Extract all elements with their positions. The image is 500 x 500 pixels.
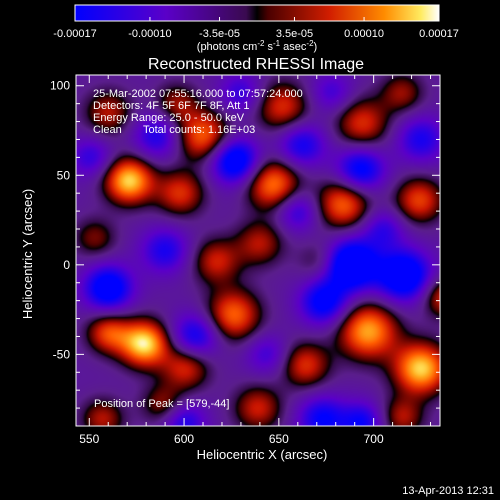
plot-frame xyxy=(75,74,441,427)
axis-ticks: 550 600 650 700 -50 0 50 100 xyxy=(50,75,440,446)
annotation-time: 25-Mar-2002 07:55:16.000 to 07:57:24.000 xyxy=(93,88,303,100)
colorbar-ticks: -0.00017 -0.00010 -3.5e-05 3.5e-05 0.00010 0.… xyxy=(53,17,459,40)
chart-title: Reconstructed RHESSI Image xyxy=(148,56,364,73)
x-tick-label: 650 xyxy=(269,432,289,446)
plot-area: 550 600 650 700 -50 0 50 100 xyxy=(50,74,441,446)
annotation-detectors: Detectors: 4F 5F 6F 7F 8F, Att 1 xyxy=(93,100,250,112)
colorbar-gradient xyxy=(74,4,440,22)
colorbar-tick-label: 0.00010 xyxy=(344,28,384,40)
x-axis-label: Heliocentric X (arcsec) xyxy=(197,447,328,462)
y-tick-label: 100 xyxy=(50,79,70,93)
colorbar-tick-label: -0.00010 xyxy=(128,28,171,40)
colorbar-tick-label: -0.00017 xyxy=(53,28,96,40)
y-tick-label: -50 xyxy=(53,347,71,361)
x-tick-label: 550 xyxy=(79,432,99,446)
timestamp: 13-Apr-2013 12:31 xyxy=(402,485,494,497)
y-tick-label: 50 xyxy=(57,168,71,182)
y-tick-label: 0 xyxy=(63,258,70,272)
annotation-counts: Total counts: 1.16E+03 xyxy=(143,124,255,136)
colorbar-units: (photons cm-2 s-1 asec-2) xyxy=(197,39,317,53)
annotations: 25-Mar-2002 07:55:16.000 to 07:57:24.000… xyxy=(93,88,303,410)
peak-position: Position of Peak = [579,-44] xyxy=(94,398,229,410)
colorbar: -0.00017 -0.00010 -3.5e-05 3.5e-05 0.00010 0.… xyxy=(53,4,459,53)
x-tick-label: 600 xyxy=(174,432,194,446)
y-axis-label: Heliocentric Y (arcsec) xyxy=(20,189,35,319)
colorbar-tick-label: 0.00017 xyxy=(419,28,459,40)
annotation-clean: Clean xyxy=(93,124,122,136)
x-tick-label: 700 xyxy=(364,432,384,446)
colorbar-tick-label: -3.5e-05 xyxy=(199,28,240,40)
annotation-energy: Energy Range: 25.0 - 50.0 keV xyxy=(93,112,245,124)
heatmap-image xyxy=(76,75,440,426)
colorbar-tick-label: 3.5e-05 xyxy=(276,28,313,40)
